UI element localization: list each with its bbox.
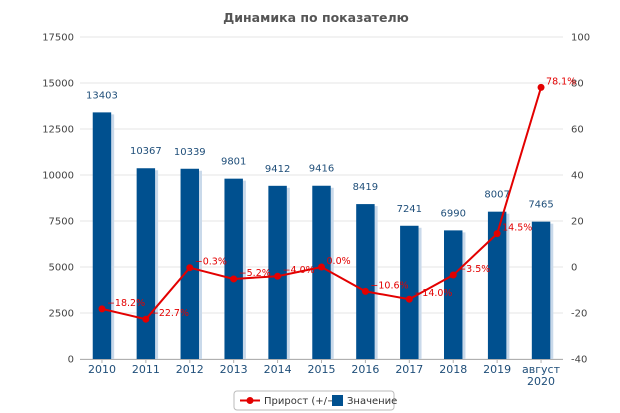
growth-point[interactable] xyxy=(361,287,369,295)
bar-value-label: 6990 xyxy=(441,208,466,219)
bar-value-label: 9416 xyxy=(309,164,334,175)
legend-item-value[interactable]: Значение xyxy=(347,396,397,407)
growth-value-label: −14.0% xyxy=(414,288,452,299)
legend-bar-icon xyxy=(332,395,343,406)
legend-item-growth[interactable]: Прирост (+/−) xyxy=(264,396,339,407)
y-axis-left: 0 2500 5000 7500 10000 12500 15000 17500 xyxy=(42,33,74,366)
y-left-tick-label: 0 xyxy=(68,355,74,366)
growth-value-label: −0.3% xyxy=(195,257,227,268)
bar-value-label: 10367 xyxy=(130,146,162,157)
bar-value-label: 8419 xyxy=(353,182,378,193)
bar[interactable] xyxy=(268,185,287,359)
bar-value-label: 10339 xyxy=(174,147,206,158)
bar-value-label: 9412 xyxy=(265,164,290,175)
bar[interactable] xyxy=(531,221,551,359)
bar-value-label: 9801 xyxy=(221,157,246,168)
y-left-tick-label: 5000 xyxy=(49,263,74,274)
x-tick-label: 2014 xyxy=(264,363,292,376)
y-right-tick-label: 80 xyxy=(571,79,584,90)
y-right-tick-label: 40 xyxy=(571,171,584,182)
y-left-tick-label: 15000 xyxy=(42,79,74,90)
y-right-tick-label: -40 xyxy=(571,355,587,366)
chart-title: Динамика по показателю xyxy=(223,10,409,25)
x-tick-label: 2011 xyxy=(132,363,160,376)
legend[interactable]: Прирост (+/−) Значение xyxy=(233,390,397,411)
y-right-tick-label: 0 xyxy=(571,263,577,274)
bar[interactable] xyxy=(356,204,375,359)
y-axis-right: -40 -20 0 20 40 60 80 100 xyxy=(571,33,590,366)
x-axis: 2010 2011 2012 2013 2014 2015 2016 2017 2018 2019… xyxy=(80,359,563,388)
growth-line-series xyxy=(98,83,545,323)
bar[interactable] xyxy=(92,112,112,360)
growth-point[interactable] xyxy=(98,305,106,313)
growth-point[interactable] xyxy=(142,315,150,323)
y-left-tick-label: 17500 xyxy=(42,33,74,44)
x-tick-label: 2019 xyxy=(483,363,511,376)
growth-point[interactable] xyxy=(186,264,194,272)
bar-value-labels: 13403 10367 10339 9801 9412 9416 8419 7241 6990 8… xyxy=(86,90,554,219)
y-right-tick-label: -20 xyxy=(571,309,587,320)
growth-value-label: −22.7% xyxy=(151,308,189,319)
growth-point[interactable] xyxy=(230,275,238,283)
x-tick-label: 2010 xyxy=(88,363,116,376)
growth-value-label: 14.5% xyxy=(502,223,532,234)
bar[interactable] xyxy=(444,230,463,359)
growth-value-label: −3.5% xyxy=(458,264,490,275)
growth-value-label: 0.0% xyxy=(327,256,351,267)
growth-value-label: −5.2% xyxy=(239,268,271,279)
y-right-tick-label: 100 xyxy=(571,33,590,44)
x-tick-label: 2015 xyxy=(308,363,336,376)
x-tick-label: 2012 xyxy=(176,363,204,376)
growth-value-label: −4.0% xyxy=(283,265,315,276)
y-left-tick-label: 10000 xyxy=(42,171,74,182)
x-tick-label: 2018 xyxy=(439,363,467,376)
bar-value-label: 7241 xyxy=(397,204,422,215)
bar[interactable] xyxy=(136,168,156,359)
bar[interactable] xyxy=(180,168,199,359)
bar-value-label: 7465 xyxy=(528,200,553,211)
y-right-tick-label: 60 xyxy=(571,125,584,136)
bar-value-label: 8007 xyxy=(484,190,509,201)
growth-point[interactable] xyxy=(318,263,325,271)
y-right-tick-label: 20 xyxy=(571,217,584,228)
bar[interactable] xyxy=(312,185,331,359)
growth-value-labels: −18.2% −22.7% −0.3% −5.2% −4.0% 0.0% −10.6% −14… xyxy=(107,76,576,319)
growth-value-label: −10.6% xyxy=(370,280,408,291)
growth-point[interactable] xyxy=(493,230,501,238)
bar[interactable] xyxy=(487,211,507,359)
y-left-tick-label: 12500 xyxy=(42,125,74,136)
y-left-tick-label: 2500 xyxy=(49,309,74,320)
bar[interactable] xyxy=(224,178,243,359)
x-tick-label: 2016 xyxy=(351,363,379,376)
legend-box xyxy=(233,390,395,411)
growth-point[interactable] xyxy=(405,295,413,303)
bar[interactable] xyxy=(400,225,419,359)
legend-line-marker-icon xyxy=(246,397,254,404)
growth-point[interactable] xyxy=(449,271,457,279)
growth-point[interactable] xyxy=(274,272,282,280)
x-tick-label: 2017 xyxy=(395,363,423,376)
growth-value-label: 78.1% xyxy=(546,76,576,87)
x-tick-label: 2013 xyxy=(220,363,248,376)
bar-series xyxy=(92,112,554,360)
bar-value-label: 13403 xyxy=(86,90,118,101)
y-left-tick-label: 7500 xyxy=(49,217,74,228)
x-tick-label: август 2020 xyxy=(522,363,561,388)
growth-value-label: −18.2% xyxy=(107,298,145,309)
growth-point[interactable] xyxy=(537,83,545,91)
